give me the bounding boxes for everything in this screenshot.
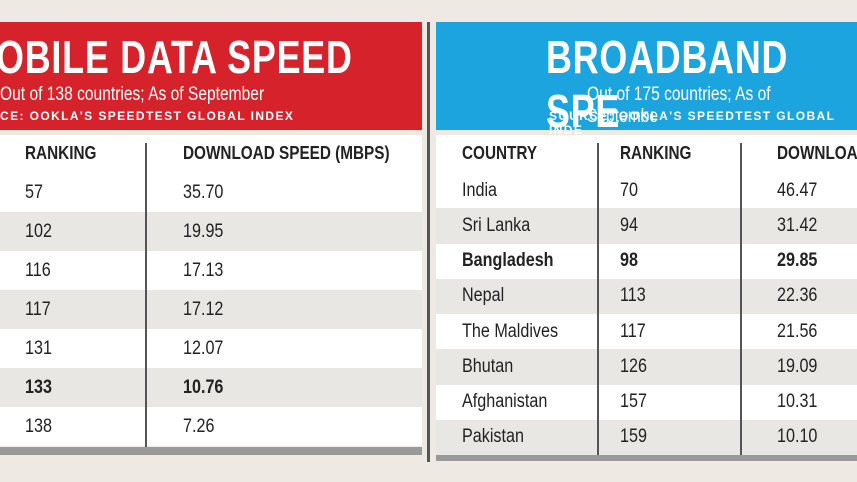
table-cell: Pakistan (462, 426, 524, 448)
table-row (436, 208, 857, 244)
mobile-title: OBILE DATA SPEED (0, 31, 353, 83)
column-header: RANKING (25, 143, 97, 163)
table-cell: 116 (25, 259, 51, 281)
table-row (436, 278, 857, 314)
table-cell: 7.26 (183, 415, 215, 437)
table-cell: 21.56 (777, 320, 818, 342)
table-cell: Bhutan (462, 355, 514, 377)
table-row (0, 212, 422, 251)
bottom-bar (436, 455, 857, 461)
table-cell: 10.10 (777, 426, 818, 448)
column-line (740, 143, 742, 455)
table-row (436, 384, 857, 420)
table-cell: 131 (25, 337, 52, 359)
column-header: COUNTRY (462, 143, 538, 163)
table-cell: 31.42 (777, 214, 818, 236)
broadband-header (436, 22, 857, 130)
bottom-bar (0, 447, 422, 455)
table-cell: 19.09 (777, 355, 818, 377)
table-row (436, 419, 857, 455)
broadband-source: SOURCE: OOKLA'S SPEEDTEST GLOBAL INDE (549, 109, 836, 137)
column-line (597, 143, 599, 455)
table-cell: 70 (620, 179, 638, 201)
table-cell: 117 (25, 298, 51, 320)
table-row (0, 251, 422, 290)
table-cell: 98 (620, 250, 638, 272)
table-cell: Nepal (462, 285, 505, 307)
mobile-source: CE: OOKLA'S SPEEDTEST GLOBAL INDEX (0, 109, 295, 123)
table-cell: 159 (620, 426, 647, 448)
table-cell: 17.12 (183, 298, 224, 320)
table-cell: Sri Lanka (462, 214, 531, 236)
table-row (0, 407, 422, 446)
table-cell: 94 (620, 214, 638, 236)
header-row (436, 135, 857, 173)
table-cell: 133 (25, 376, 52, 398)
table-cell: 157 (620, 391, 647, 413)
table-cell: 22.36 (777, 285, 818, 307)
table-cell: 35.70 (183, 181, 224, 203)
broadband-title: BROADBAND SPE (546, 31, 789, 137)
broadband-subtitle: Out of 175 countries; As of Septembe (587, 84, 771, 127)
table-row (0, 329, 422, 368)
mobile-subtitle: Out of 138 countries; As of September (0, 84, 265, 105)
table-cell: 102 (25, 220, 52, 242)
table-row (0, 290, 422, 329)
table-cell: 126 (620, 355, 647, 377)
table-row (436, 314, 857, 350)
table-cell: 19.95 (183, 220, 224, 242)
table-cell: India (462, 179, 498, 201)
table-row (0, 368, 422, 407)
table-row (436, 173, 857, 209)
column-header: DOWNLOAD SPEED (MBPS) (183, 143, 390, 163)
table-cell: 46.47 (777, 179, 818, 201)
table-cell: 10.31 (777, 391, 818, 413)
table-row (436, 243, 857, 279)
column-header: RANKING (620, 143, 692, 163)
column-header: DOWNLOA (777, 143, 857, 163)
table-cell: Afghanistan (462, 391, 548, 413)
header-row (0, 135, 422, 173)
table-cell: 113 (620, 285, 646, 307)
table-row (436, 349, 857, 385)
divider (427, 22, 430, 462)
table-cell: 57 (25, 181, 43, 203)
table-cell: Bangladesh (462, 250, 554, 272)
column-line (145, 143, 147, 447)
table-cell: 117 (620, 320, 646, 342)
table-cell: 12.07 (183, 337, 224, 359)
table-row (0, 173, 422, 212)
table-cell: The Maldives (462, 320, 559, 342)
table-cell: 138 (25, 415, 52, 437)
table-cell: 29.85 (777, 250, 818, 272)
table-cell: 17.13 (183, 259, 224, 281)
mobile-header (0, 22, 422, 130)
table-cell: 10.76 (183, 376, 224, 398)
